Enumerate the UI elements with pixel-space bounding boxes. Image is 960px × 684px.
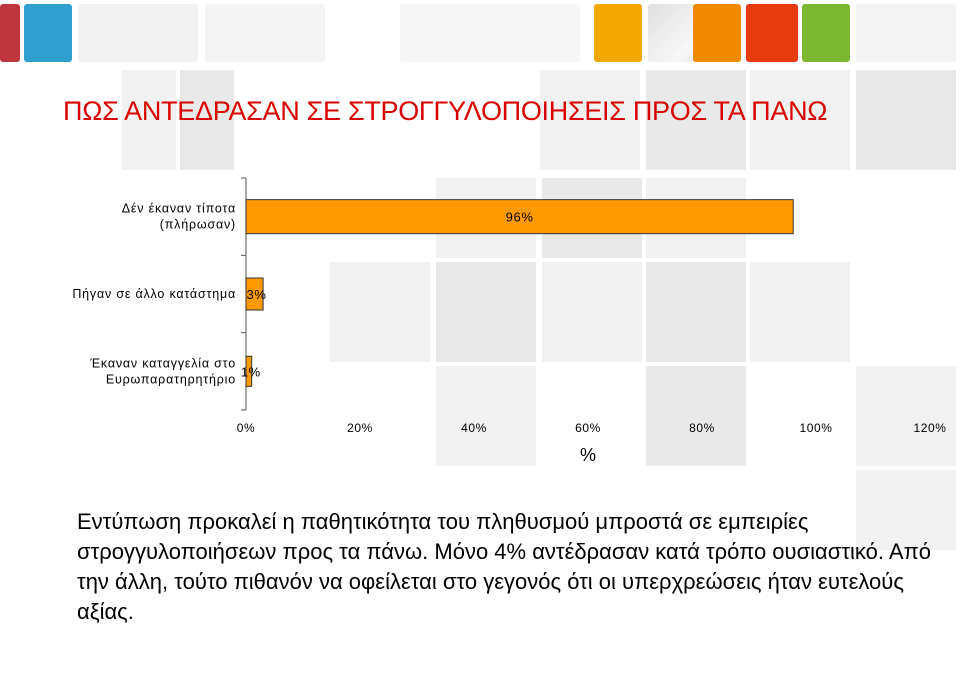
data-label: 96% (506, 210, 534, 225)
bg-tile (646, 70, 746, 170)
x-axis-title: % (580, 445, 596, 465)
x-tick-label: 100% (799, 421, 832, 435)
deco-tile-grey-2 (205, 4, 325, 62)
deco-tile-yellow (594, 4, 642, 62)
bar (245, 277, 264, 311)
category-label: Δέν έκαναν τίποτα (122, 202, 236, 216)
slide-title: ΠΩΣ ΑΝΤΕΔΡΑΣΑΝ ΣΕ ΣΤΡΟΓΓΥΛΟΠΟΙΗΣΕΙΣ ΠΡΟΣ… (63, 96, 828, 126)
x-tick-label: 0% (237, 421, 256, 435)
bg-tile (436, 262, 536, 362)
x-tick-label: 40% (461, 421, 487, 435)
x-tick-label: 60% (575, 421, 601, 435)
bg-tile (646, 366, 746, 466)
x-tick-label: 120% (913, 421, 946, 435)
bg-tile (330, 262, 430, 362)
data-label: 3% (247, 287, 267, 302)
chart-bars (245, 199, 794, 387)
category-label: Έκαναν καταγγελία στο (89, 356, 236, 370)
bg-tile (646, 262, 746, 362)
bg-tile (180, 70, 234, 170)
deco-tile-blue (24, 4, 72, 62)
deco-tile-grey-3 (400, 4, 580, 62)
category-label: Πήγαν σε άλλο κατάστημα (72, 287, 236, 301)
chart-labels: 0% 20% 40% 60% 80% 100% 120%% Δέν έκαναν τίποτα… (72, 202, 946, 465)
x-tick-label: 20% (347, 421, 373, 435)
bar (245, 355, 253, 387)
bg-tile (750, 70, 850, 170)
category-label: (πλήρωσαν) (160, 218, 236, 232)
bg-tile (540, 70, 640, 170)
deco-tile-orange (693, 4, 741, 62)
bg-tile (122, 70, 176, 170)
deco-tile-red-orange (746, 4, 798, 62)
category-label: Ευρωπαρατηρητήριο (106, 372, 236, 386)
bg-tile (856, 366, 956, 466)
bg-tile (542, 262, 642, 362)
bg-tile (856, 470, 956, 550)
x-tick-label: 80% (689, 421, 715, 435)
deco-tile-red (0, 4, 20, 62)
bg-tile (856, 70, 956, 170)
bg-tile (750, 262, 850, 362)
deco-tile-grey-4 (856, 4, 956, 62)
deco-tile-grey-1 (78, 4, 198, 62)
bar-chart: 0% 20% 40% 60% 80% 100% 120%% Δέν έκαναν τίποτα… (72, 177, 946, 465)
bar (245, 199, 794, 235)
deco-tile-green (802, 4, 850, 62)
bg-tile (436, 366, 536, 466)
slide-description: Εντύπωση προκαλεί η παθητικότητα του πλη… (77, 509, 931, 624)
data-label: 1% (241, 364, 261, 379)
